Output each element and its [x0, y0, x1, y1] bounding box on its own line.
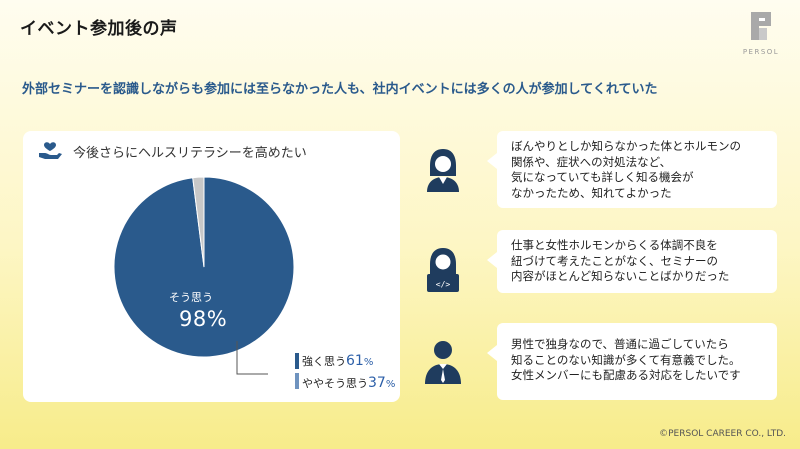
- woman-avatar-icon: [427, 149, 459, 192]
- testimonial-card-2: 仕事と女性ホルモンからくる体調不良を 紐づけて考えたことがなく、セミナーの 内容がほ…: [487, 230, 777, 293]
- logo-text: PERSOL: [742, 48, 780, 56]
- pie-slice-2: [192, 176, 205, 268]
- svg-text:</>: </>: [436, 280, 451, 289]
- testimonial-card-1: ぼんやりとしか知らなかった体とホルモンの 関係や、症状への対処法など、 気になってい…: [487, 131, 777, 208]
- testimonial-card-3: 男性で独身なので、普通に過ごしていたら 知ることのない知識が多くて有意義でした。女…: [487, 323, 777, 400]
- breakdown: 強く思う61% ややそう思う37%: [302, 351, 395, 395]
- slide-subtitle: 外部セミナーを認識しながらも参加には至らなかった人も、社内イベントには多くの人が…: [22, 82, 658, 97]
- heart-hand-icon: [39, 142, 62, 159]
- breakdown-somewhat: ややそう思う37%: [302, 375, 396, 391]
- survey-panel: 今後さらにヘルスリテラシーを高めたい そう思う 98% 強く思う61% ややそう…: [23, 131, 400, 402]
- developer-avatar-icon: </>: [427, 248, 459, 292]
- leader-line: [236, 341, 268, 375]
- persol-logo: PERSOL: [736, 10, 786, 56]
- somewhat-agree-marker: [295, 373, 299, 389]
- strong-agree-marker: [295, 353, 299, 369]
- copyright: ©PERSOL CAREER CO., LTD.: [659, 429, 786, 439]
- breakdown-strong: 強く思う61%: [302, 353, 374, 369]
- pie-chart: [113, 176, 295, 375]
- pie-percentage: 98%: [179, 307, 228, 331]
- survey-question: 今後さらにヘルスリテラシーを高めたい: [73, 145, 307, 161]
- businessman-avatar-icon: [425, 341, 461, 384]
- pie-label: そう思う: [169, 291, 213, 304]
- page-title: イベント参加後の声: [20, 19, 178, 39]
- persol-logo-icon: [751, 12, 771, 40]
